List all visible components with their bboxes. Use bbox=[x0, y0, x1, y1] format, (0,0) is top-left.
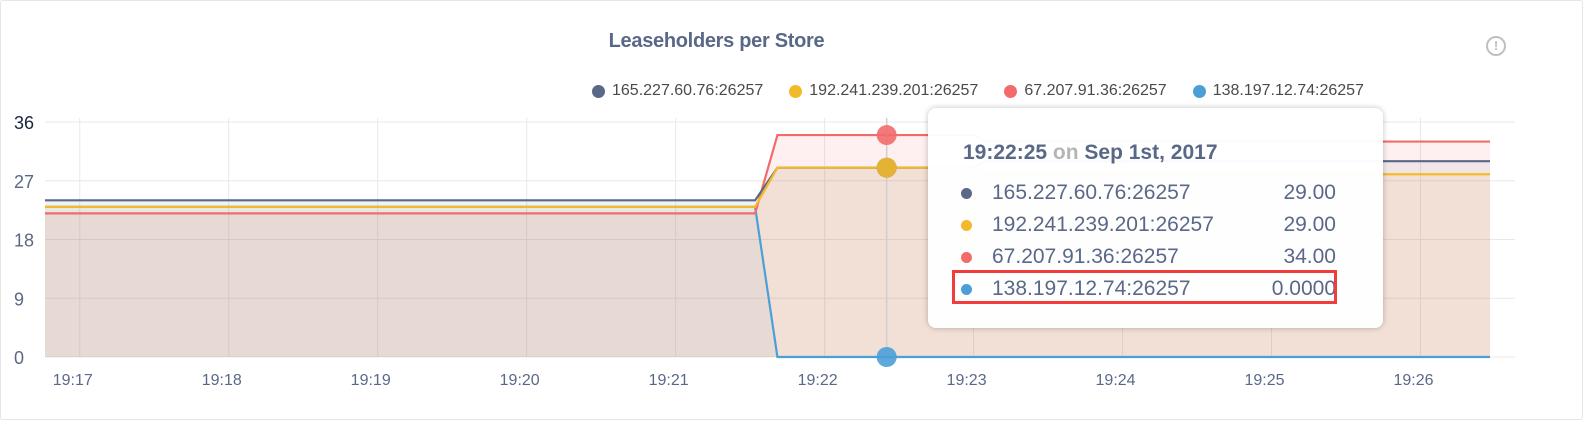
highlight-box bbox=[952, 270, 1337, 304]
tooltip-on: on bbox=[1052, 141, 1079, 164]
tooltip-series-name: 67.207.91.36:26257 bbox=[992, 245, 1179, 268]
series-dot bbox=[961, 251, 972, 263]
series-dot bbox=[961, 187, 972, 199]
tooltip-series-name: 165.227.60.76:26257 bbox=[992, 181, 1191, 204]
legend-dot bbox=[789, 84, 803, 98]
legend-label: 138.197.12.74:26257 bbox=[1212, 82, 1364, 99]
chart-card bbox=[0, 0, 1583, 420]
tooltip-series-name: 192.241.239.201:26257 bbox=[992, 213, 1214, 236]
tooltip-row: 138.197.12.74:26257 0.0000 bbox=[961, 273, 1336, 305]
chart-title: Leaseholders per Store bbox=[608, 30, 825, 52]
legend-dot bbox=[1192, 84, 1206, 98]
tooltip-time: 19:22:25 bbox=[963, 141, 1048, 164]
tooltip: 19:22:25 on Sep 1st, 2017 165.227.60.76:… bbox=[928, 108, 1383, 328]
tooltip-row: 192.241.239.201:26257 29.00 bbox=[961, 209, 1336, 241]
tooltip-value: 29.00 bbox=[1283, 213, 1336, 236]
tooltip-series-name: 138.197.12.74:26257 bbox=[992, 277, 1191, 300]
tooltip-row: 165.227.60.76:26257 29.00 bbox=[961, 177, 1336, 209]
legend-label: 165.227.60.76:26257 bbox=[612, 82, 764, 99]
legend-dot bbox=[592, 84, 605, 98]
legend-item[interactable]: 165.227.60.76:26257 bbox=[592, 82, 763, 100]
legend: 165.227.60.76:26257 192.241.239.201:2625… bbox=[592, 82, 1390, 100]
legend-label: 192.241.239.201:26257 bbox=[809, 82, 979, 99]
legend-item[interactable]: 138.197.12.74:26257 bbox=[1192, 82, 1364, 100]
tooltip-row: 67.207.91.36:26257 34.00 bbox=[961, 241, 1336, 273]
tooltip-value: 34.00 bbox=[1283, 245, 1336, 268]
legend-item[interactable]: 192.241.239.201:26257 bbox=[789, 82, 978, 100]
tooltip-value: 29.00 bbox=[1283, 181, 1336, 204]
tooltip-date: Sep 1st, 2017 bbox=[1084, 141, 1218, 164]
exclamation-circle-icon[interactable]: ! bbox=[1486, 36, 1506, 56]
series-dot bbox=[961, 283, 972, 295]
legend-dot bbox=[1004, 84, 1018, 98]
series-dot bbox=[961, 219, 972, 231]
legend-item[interactable]: 67.207.91.36:26257 bbox=[1004, 82, 1167, 100]
legend-label: 67.207.91.36:26257 bbox=[1024, 82, 1167, 99]
tooltip-header: 19:22:25 on Sep 1st, 2017 bbox=[963, 141, 1218, 165]
tooltip-value: 0.0000 bbox=[1271, 277, 1336, 300]
